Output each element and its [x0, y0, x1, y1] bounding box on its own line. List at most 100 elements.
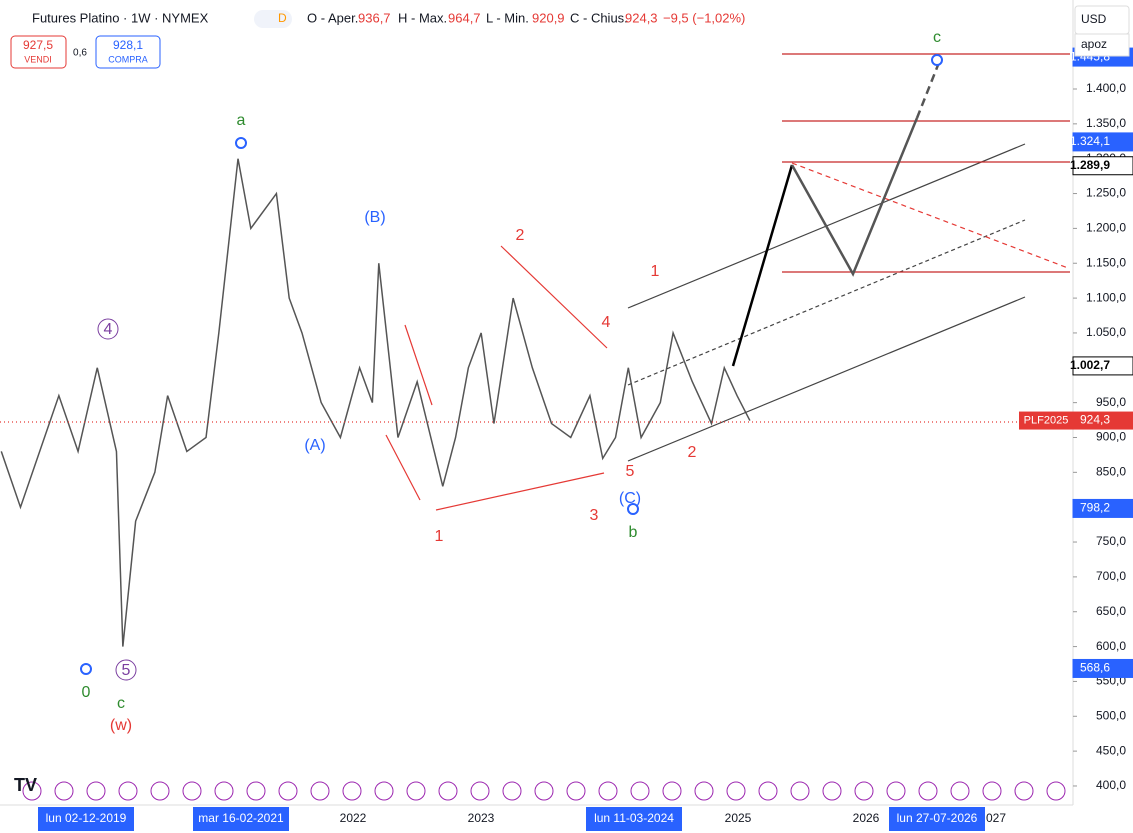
y-tick-label: 1.100,0: [1086, 290, 1126, 304]
wave-label: 4: [104, 321, 113, 338]
event-icon: [534, 781, 554, 801]
y-tick-label: 750,0: [1096, 534, 1126, 548]
wave-label: c: [117, 695, 125, 712]
y-tick-label: 500,0: [1096, 708, 1126, 722]
buy-price[interactable]: 928,1: [113, 38, 143, 52]
event-icon: [342, 781, 362, 801]
ohlc-value: 936,7: [358, 10, 391, 25]
price-tag-label: 568,6: [1080, 661, 1110, 675]
event-icon: [22, 781, 42, 801]
ohlc-label: L - Min.: [486, 10, 529, 25]
time-cursor: [38, 807, 134, 831]
wave-label: c: [933, 29, 941, 46]
price-tag-label: 1.324,1: [1070, 134, 1110, 148]
event-icons: [22, 781, 1066, 801]
scale-button[interactable]: [1074, 33, 1130, 57]
wave-circles: [97, 318, 137, 681]
wave-label: 4: [602, 314, 611, 331]
drawings: [0, 53, 1073, 511]
logo: TV: [14, 775, 37, 795]
event-icon: [438, 781, 458, 801]
ohlc-value: 964,7: [448, 10, 481, 25]
y-tick-label: 1.150,0: [1086, 255, 1126, 269]
event-icon: [822, 781, 842, 801]
y-tick-label: 850,0: [1096, 465, 1126, 479]
price-tag: [1072, 658, 1133, 678]
event-icon: [246, 781, 266, 801]
event-icon: [406, 781, 426, 801]
price-tag: [1072, 356, 1133, 376]
badge: [254, 10, 292, 28]
event-icon: [918, 781, 938, 801]
time-cursor: [889, 807, 985, 831]
event-icon: [566, 781, 586, 801]
event-icon: [278, 781, 298, 801]
sell-price[interactable]: 927,5: [23, 38, 53, 52]
y-tick-label: 900,0: [1096, 430, 1126, 444]
y-tick-label: 650,0: [1096, 604, 1126, 618]
sell-label[interactable]: VENDI: [24, 54, 52, 64]
price-tag: [1072, 498, 1133, 518]
event-icon: [470, 781, 490, 801]
event-icon: [502, 781, 522, 801]
price-tag-label: 1.002,7: [1070, 358, 1110, 372]
x-tick-label: 2023: [468, 811, 495, 825]
time-cursor: [586, 807, 682, 831]
last-price-tag: [1073, 411, 1133, 430]
event-icon: [214, 781, 234, 801]
x-tick-label: 2022: [340, 811, 367, 825]
x-tick-label: mar 16-02-2021: [198, 811, 284, 825]
buy-button[interactable]: [95, 35, 161, 69]
wave-label: 5: [122, 662, 131, 679]
wave-label: 2: [688, 444, 697, 461]
event-icon: [758, 781, 778, 801]
y-tick-label: 950,0: [1096, 395, 1126, 409]
event-icon: [598, 781, 618, 801]
price-line: [0, 158, 751, 647]
event-icon: [950, 781, 970, 801]
x-tick-label: 2025: [725, 811, 752, 825]
y-tick-label: 1.250,0: [1086, 186, 1126, 200]
y-tick-label: 1.050,0: [1086, 325, 1126, 339]
event-icon: [982, 781, 1002, 801]
y-tick-label: 450,0: [1096, 743, 1126, 757]
ohlc-value: 924,3: [625, 10, 658, 25]
y-tick-label: 1.350,0: [1086, 116, 1126, 130]
spread: 0,6: [73, 48, 87, 59]
price-tag: [1072, 156, 1133, 176]
event-icon: [310, 781, 330, 801]
event-icon: [630, 781, 650, 801]
event-icon: [886, 781, 906, 801]
wave-label: 3: [590, 507, 599, 524]
scale[interactable]: apoz: [1081, 37, 1107, 51]
event-icon: [118, 781, 138, 801]
y-tick-label: 700,0: [1096, 569, 1126, 583]
x-tick-label: 027: [986, 811, 1006, 825]
event-icon: [662, 781, 682, 801]
wave-label: 5: [626, 463, 635, 480]
symbol: Futures Platino · 1W · NYMEX: [32, 10, 209, 25]
event-icon: [790, 781, 810, 801]
x-tick-label: lun 11-03-2024: [594, 811, 674, 825]
ohlc-label: O - Aper.: [307, 10, 358, 25]
event-icon: [150, 781, 170, 801]
currency[interactable]: USD: [1081, 12, 1107, 26]
wave-label: 1: [435, 528, 444, 545]
event-icon: [182, 781, 202, 801]
event-icon: [694, 781, 714, 801]
sell-button[interactable]: [10, 35, 67, 69]
wave-points: [80, 54, 943, 675]
wave-label: a: [237, 112, 246, 129]
ohlc-value: 920,9: [532, 10, 565, 25]
wave-label: 1: [651, 263, 660, 280]
event-icon: [86, 781, 106, 801]
last-price-label: 924,3: [1080, 413, 1110, 427]
wave-label: (C): [619, 490, 641, 507]
wave-label: b: [629, 524, 638, 541]
y-tick-label: 400,0: [1096, 778, 1126, 792]
x-tick-label: 2026: [853, 811, 880, 825]
buy-label[interactable]: COMPRA: [108, 54, 148, 64]
event-icon: [854, 781, 874, 801]
event-icon: [726, 781, 746, 801]
